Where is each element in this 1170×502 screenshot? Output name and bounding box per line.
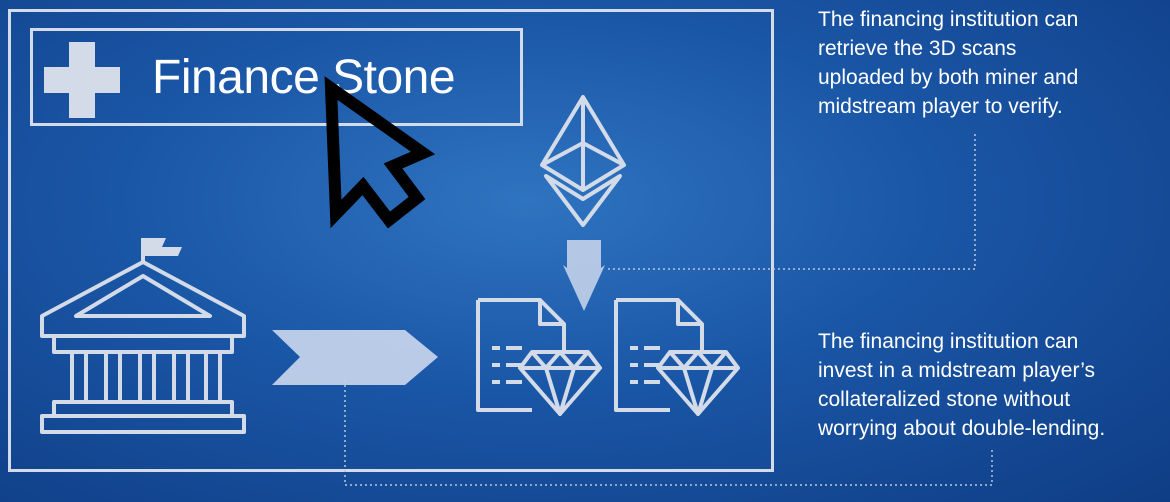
document-diamond-icon	[476, 298, 602, 416]
document-diamond-icon	[614, 298, 740, 416]
finance-panel-frame	[8, 9, 774, 472]
finance-stone-label: Finance Stone	[152, 51, 456, 104]
ethereum-icon	[540, 95, 626, 227]
cursor-icon	[324, 76, 436, 229]
connector-retrieve	[608, 133, 976, 270]
bank-icon	[40, 238, 246, 434]
chevron-right-arrow	[272, 330, 438, 385]
caption-invest: The financing institution can invest in …	[818, 330, 1106, 440]
connector-invest	[344, 380, 993, 486]
finance-stone-button[interactable]	[30, 28, 523, 126]
down-arrow	[563, 240, 605, 311]
plus-icon	[44, 42, 120, 118]
caption-retrieve: The financing institution can retrieve t…	[818, 8, 1079, 118]
connector-lines	[344, 133, 993, 486]
